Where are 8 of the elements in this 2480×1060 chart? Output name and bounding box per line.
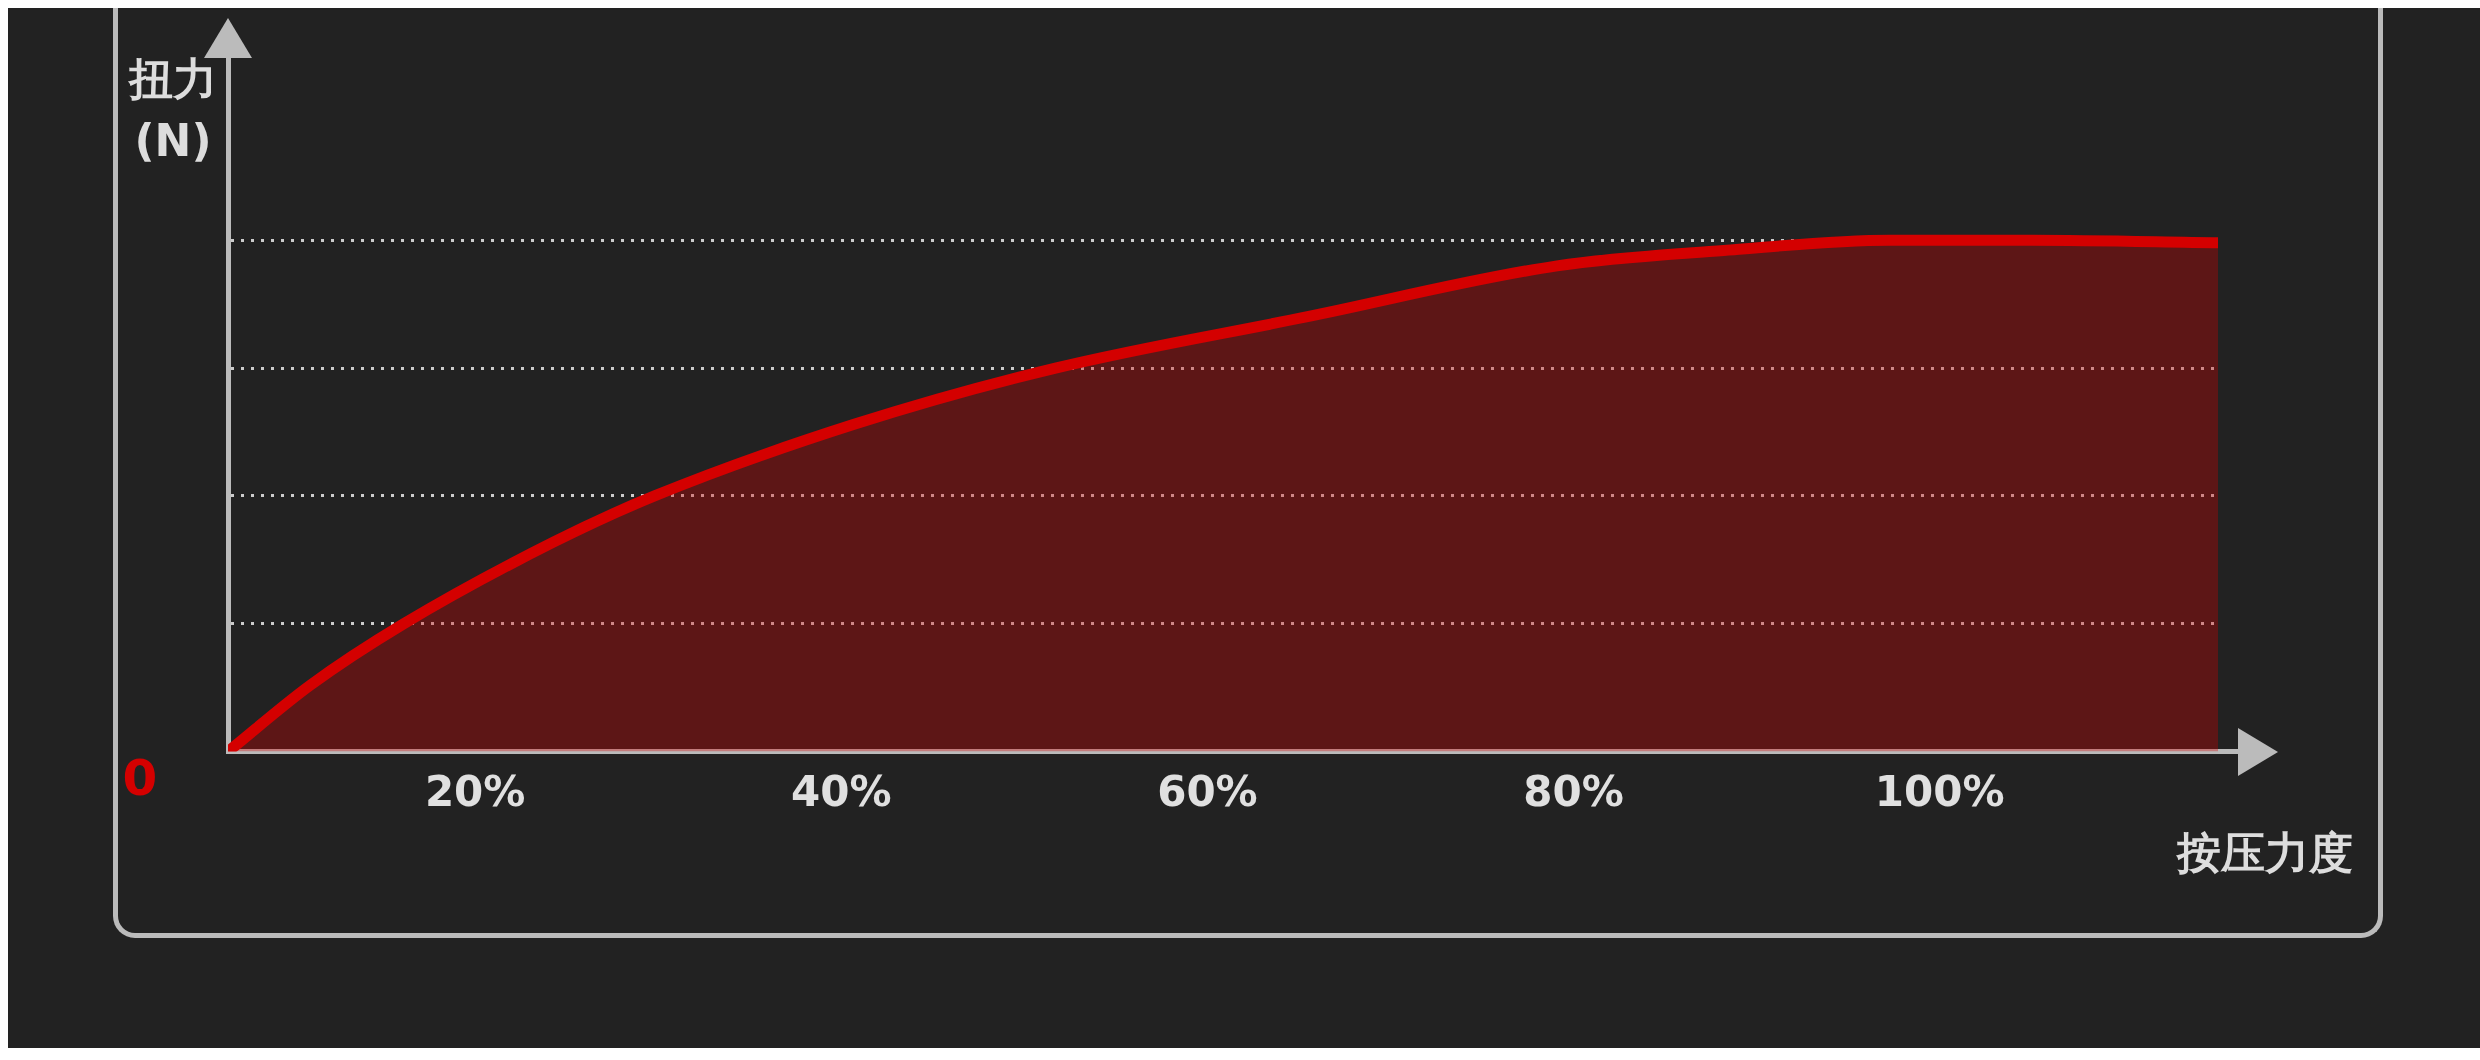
y-axis-title: 扭力 (N) (127, 53, 217, 167)
x-tick-label: 60% (1157, 766, 1258, 816)
text: 0 (122, 748, 158, 807)
x-tick-label: 80% (1523, 766, 1624, 816)
x-tick-label: 40% (791, 766, 892, 816)
x-tick-label: 100% (1874, 766, 2005, 816)
x-tick-label: 20% (424, 766, 526, 816)
x-axis-title: 按压力度 (2175, 827, 2353, 879)
